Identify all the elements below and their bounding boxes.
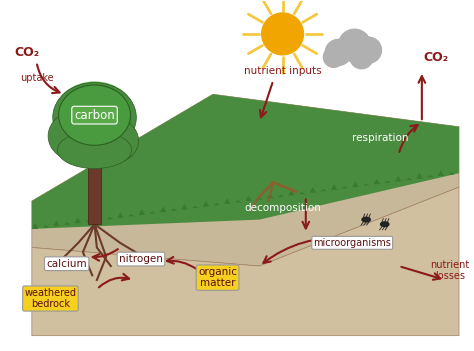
Polygon shape [74, 218, 81, 223]
Polygon shape [427, 175, 433, 177]
Polygon shape [310, 187, 316, 193]
Text: nitrogen: nitrogen [119, 254, 163, 264]
Polygon shape [96, 215, 102, 220]
Ellipse shape [362, 217, 370, 222]
Text: CO₂: CO₂ [423, 51, 448, 64]
Polygon shape [64, 223, 70, 225]
Polygon shape [32, 223, 38, 229]
Polygon shape [182, 204, 188, 210]
Polygon shape [192, 206, 199, 208]
Polygon shape [235, 200, 241, 203]
Polygon shape [299, 192, 305, 194]
Circle shape [325, 39, 351, 66]
Polygon shape [416, 173, 423, 179]
Polygon shape [203, 201, 209, 207]
Polygon shape [352, 181, 359, 187]
Text: uptake: uptake [20, 73, 53, 83]
Text: organic
matter: organic matter [198, 267, 237, 289]
Polygon shape [53, 220, 60, 226]
Ellipse shape [48, 111, 109, 161]
Polygon shape [277, 194, 284, 197]
Ellipse shape [57, 131, 132, 168]
Polygon shape [224, 198, 230, 204]
Polygon shape [213, 203, 220, 205]
Polygon shape [246, 196, 252, 201]
Polygon shape [374, 179, 380, 184]
Ellipse shape [381, 222, 389, 227]
Text: nutrient inputs: nutrient inputs [244, 66, 321, 76]
Polygon shape [32, 94, 459, 266]
Polygon shape [288, 190, 295, 196]
Polygon shape [395, 176, 401, 181]
Polygon shape [438, 170, 444, 176]
Polygon shape [138, 210, 145, 215]
Text: decomposition: decomposition [244, 203, 321, 213]
Polygon shape [149, 211, 156, 213]
Text: microorganisms: microorganisms [313, 238, 391, 248]
Circle shape [350, 46, 373, 69]
Polygon shape [128, 214, 135, 216]
Polygon shape [32, 187, 459, 336]
Polygon shape [320, 189, 327, 191]
Polygon shape [117, 212, 124, 218]
Ellipse shape [53, 82, 137, 152]
Polygon shape [107, 217, 113, 219]
Polygon shape [406, 178, 412, 180]
Polygon shape [171, 208, 177, 211]
Polygon shape [448, 172, 455, 174]
Polygon shape [85, 220, 92, 222]
Polygon shape [267, 193, 273, 198]
Circle shape [262, 13, 303, 55]
Text: CO₂: CO₂ [15, 46, 40, 59]
Polygon shape [363, 183, 369, 186]
Polygon shape [32, 94, 459, 229]
Polygon shape [88, 154, 101, 224]
Ellipse shape [54, 81, 135, 149]
Text: nutrient
losses: nutrient losses [430, 260, 469, 282]
Polygon shape [160, 207, 166, 212]
Text: weathered
bedrock: weathered bedrock [25, 288, 76, 309]
Circle shape [338, 29, 371, 62]
Text: calcium: calcium [46, 259, 87, 269]
Text: carbon: carbon [74, 109, 115, 122]
Polygon shape [331, 184, 337, 190]
Polygon shape [43, 225, 49, 227]
Polygon shape [384, 181, 391, 183]
Text: respiration: respiration [352, 133, 408, 143]
Circle shape [323, 47, 344, 67]
Ellipse shape [83, 118, 138, 164]
Polygon shape [256, 197, 263, 200]
Ellipse shape [59, 85, 130, 145]
Circle shape [356, 37, 382, 63]
Polygon shape [342, 186, 348, 188]
